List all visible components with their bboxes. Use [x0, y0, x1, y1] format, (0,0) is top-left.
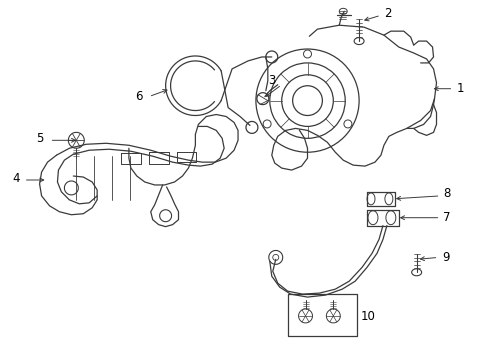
Text: 1: 1 — [456, 82, 464, 95]
Text: 5: 5 — [36, 132, 44, 145]
Text: 6: 6 — [135, 90, 143, 103]
Text: 4: 4 — [12, 171, 20, 185]
Text: 9: 9 — [442, 251, 450, 264]
Text: 7: 7 — [443, 211, 451, 224]
Text: 2: 2 — [384, 7, 392, 20]
Text: 10: 10 — [361, 310, 376, 323]
Text: 3: 3 — [268, 74, 275, 87]
Text: 8: 8 — [443, 188, 451, 201]
